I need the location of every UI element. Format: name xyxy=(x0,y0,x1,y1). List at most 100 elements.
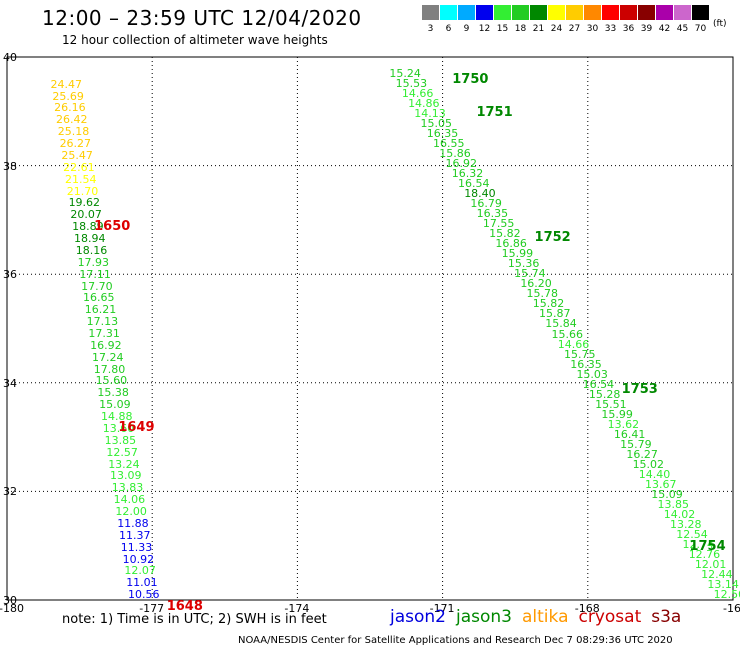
wave-height-value: 17.70 xyxy=(81,279,113,293)
wave-height-value: 20.07 xyxy=(70,208,102,222)
lon-tick-label: -168 xyxy=(574,602,600,615)
scale-label: 33 xyxy=(604,24,617,34)
wave-height-value: 14.66 xyxy=(401,86,434,100)
lon-tick-label: -174 xyxy=(284,602,310,615)
wave-height-value: 17.80 xyxy=(93,362,126,376)
wave-height-value: 22.61 xyxy=(63,160,95,174)
scale-swatch xyxy=(548,5,565,20)
legend-entry: altika xyxy=(522,607,569,627)
wave-height-value: 15.84 xyxy=(545,317,577,331)
lat-tick-label: 34 xyxy=(3,376,17,390)
scale-label: 70 xyxy=(694,24,707,34)
scale-label: 15 xyxy=(496,24,509,34)
wave-height-value: 17.31 xyxy=(88,326,120,340)
footer-credit: NOAA/NESDIS Center for Satellite Applica… xyxy=(238,635,673,646)
wave-height-value: 15.75 xyxy=(563,347,596,361)
wave-height-value: 11.37 xyxy=(118,528,151,542)
time-label: 1753 xyxy=(621,381,658,397)
wave-height-value: 13.85 xyxy=(657,497,690,511)
time-label: 1750 xyxy=(452,72,489,88)
wave-height-value: 13.09 xyxy=(109,469,142,483)
wave-height-value: 16.21 xyxy=(84,303,117,317)
wave-height-value: 11.01 xyxy=(126,576,158,590)
wave-height-value: 15.28 xyxy=(588,387,621,401)
wave-height-value: 15.79 xyxy=(620,437,652,451)
wave-height-value: 26.27 xyxy=(59,137,92,151)
scale-swatch xyxy=(638,5,655,20)
wave-height-value: 16.55 xyxy=(433,137,465,151)
wave-height-value: 16.35 xyxy=(570,357,602,371)
scale-unit: (ft) xyxy=(713,19,727,29)
wave-height-value: 13.60 xyxy=(102,421,135,435)
wave-height-value: 15.53 xyxy=(395,76,428,90)
scale-swatch xyxy=(656,5,673,20)
wave-height-value: 25.18 xyxy=(57,125,90,139)
scale-swatch xyxy=(530,5,547,20)
legend-entry: jason3 xyxy=(456,607,512,627)
scale-label: 9 xyxy=(463,24,470,34)
wave-height-value: 12.44 xyxy=(701,568,733,582)
wave-height-value: 17.11 xyxy=(79,267,111,281)
wave-height-value: 15.99 xyxy=(501,247,534,261)
lat-tick-label: 40 xyxy=(3,51,17,64)
wave-height-value: 15.05 xyxy=(420,116,453,130)
scale-label: 27 xyxy=(568,24,581,34)
wave-height-value: 16.54 xyxy=(457,177,490,191)
wave-height-value: 12.76 xyxy=(688,548,721,562)
scale-swatch xyxy=(440,5,457,20)
satellite-legend: jason2 jason3 altika cryosat s3a xyxy=(390,607,691,627)
scale-label: 36 xyxy=(622,24,635,34)
scale-label: 24 xyxy=(550,24,563,34)
lon-tick-label: -177 xyxy=(139,602,165,615)
wave-height-value: 16.86 xyxy=(495,237,527,251)
scale-label: 45 xyxy=(676,24,689,34)
wave-height-value: 15.02 xyxy=(632,457,665,471)
wave-height-value: 16.92 xyxy=(445,157,477,171)
wave-height-value: 12.07 xyxy=(124,564,156,578)
wave-height-value: 16.54 xyxy=(582,377,615,391)
wave-height-value: 14.40 xyxy=(638,467,671,481)
lon-tick-label: -171 xyxy=(429,602,455,615)
wave-height-value: 26.16 xyxy=(54,101,86,115)
time-label: 1751 xyxy=(476,104,513,120)
wave-height-value: 16.79 xyxy=(470,197,502,211)
scale-swatch xyxy=(692,5,709,20)
scale-swatch xyxy=(620,5,637,20)
wave-height-value: 15.99 xyxy=(601,407,633,421)
scale-swatch xyxy=(566,5,583,20)
wave-height-value: 15.60 xyxy=(95,374,128,388)
wave-height-value: 17.93 xyxy=(77,255,110,269)
wave-height-value: 13.83 xyxy=(111,481,144,495)
lat-tick-label: 38 xyxy=(3,159,17,173)
scale-swatch xyxy=(584,5,601,20)
scale-label: 21 xyxy=(532,24,545,34)
wave-height-value: 15.36 xyxy=(507,257,540,271)
wave-height-value: 15.51 xyxy=(595,397,627,411)
wave-height-value: 26.42 xyxy=(55,113,88,127)
wave-height-value: 12.00 xyxy=(115,505,147,519)
legend-entry: cryosat xyxy=(578,607,642,627)
note-text: note: 1) Time is in UTC; 2) SWH is in fe… xyxy=(62,612,327,627)
wave-height-value: 15.09 xyxy=(651,487,683,501)
lat-tick-label: 30 xyxy=(3,594,17,607)
wave-height-value: 15.09 xyxy=(99,398,131,412)
wave-height-value: 14.88 xyxy=(100,410,133,424)
scale-label: 3 xyxy=(427,24,434,34)
wave-height-value: 25.47 xyxy=(61,148,93,162)
scale-label: 30 xyxy=(586,24,599,34)
wave-height-value: 15.66 xyxy=(551,327,584,341)
scale-label: 6 xyxy=(445,24,452,34)
scale-label: 18 xyxy=(514,24,527,34)
wave-height-value: 12.57 xyxy=(106,445,138,459)
wave-height-value: 21.54 xyxy=(64,172,97,186)
wave-height-value: 11.33 xyxy=(120,540,153,554)
wave-height-value: 15.78 xyxy=(526,287,559,301)
wave-height-value: 13.85 xyxy=(104,433,137,447)
wave-height-value: 16.41 xyxy=(613,427,646,441)
wave-height-value: 15.87 xyxy=(539,307,571,321)
wave-height-value: 17.24 xyxy=(91,350,124,364)
wave-height-value: 10.92 xyxy=(122,552,155,566)
wave-height-value: 17.13 xyxy=(86,315,119,329)
scale-label: 12 xyxy=(478,24,491,34)
map-plot: -180 -177 -174 -171 -168 -16 40 38 36 34 32 30 24.47… xyxy=(0,51,740,615)
